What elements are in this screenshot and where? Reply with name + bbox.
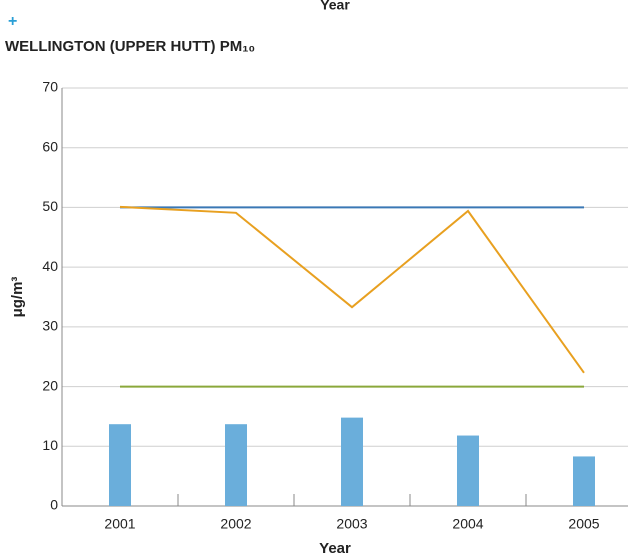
x-tick-label: 2003: [336, 516, 367, 532]
y-tick-label: 20: [42, 377, 58, 393]
chart-title: WELLINGTON (UPPER HUTT) PM₁₀: [5, 38, 255, 55]
top-label: Year: [320, 0, 350, 13]
bar: [109, 424, 131, 506]
y-tick-label: 60: [42, 138, 58, 154]
x-tick-label: 2001: [104, 516, 135, 532]
bar: [225, 424, 247, 506]
plus-icon: +: [8, 13, 17, 30]
bar: [341, 417, 363, 506]
bar: [573, 456, 595, 506]
bar: [457, 435, 479, 506]
y-tick-label: 70: [42, 79, 58, 95]
y-tick-label: 10: [42, 437, 58, 453]
y-axis-label: μg/m³: [9, 277, 26, 318]
x-tick-label: 2005: [568, 516, 599, 532]
y-tick-label: 50: [42, 198, 58, 214]
x-tick-label: 2002: [220, 516, 251, 532]
x-axis-label: Year: [319, 540, 351, 557]
x-tick-label: 2004: [452, 516, 483, 532]
line: [119, 205, 585, 374]
y-tick-label: 30: [42, 318, 58, 334]
y-tick-label: 0: [50, 497, 58, 513]
y-tick-label: 40: [42, 258, 58, 274]
